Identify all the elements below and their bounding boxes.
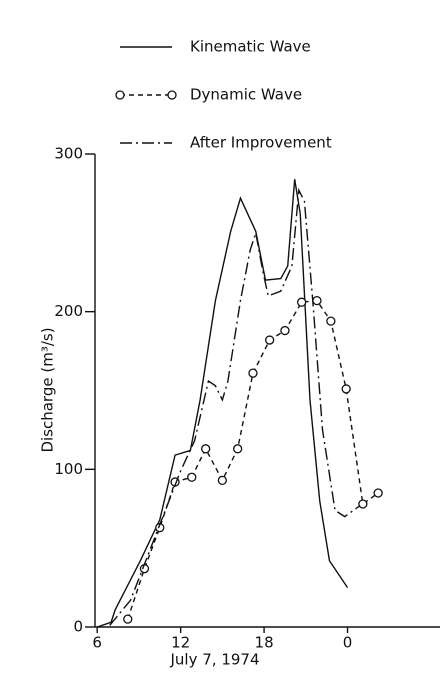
y-axis-label: Discharge (m³/s) [39,327,57,452]
point [123,614,133,624]
y-tick-label: 200 [54,302,83,320]
point [217,475,228,486]
legend-label: Kinematic Wave [190,38,311,56]
point [312,295,322,306]
point [358,499,368,509]
x-axis-label: July 7, 1974 [170,651,260,669]
point [265,335,275,345]
x-tick-label: 0 [343,634,353,652]
y-tick-label: 0 [73,618,83,636]
x-tick-label: 12 [171,634,190,652]
legend-label: Dynamic Wave [190,86,302,104]
x-tick-label: 6 [92,634,102,652]
point [373,488,383,498]
line [109,187,361,626]
y-tick-label: 300 [54,145,83,163]
point [201,444,211,454]
legend-label: After Improvement [190,134,332,152]
point [326,316,336,326]
point [187,472,197,482]
legend-marker [115,90,125,100]
point [296,297,307,307]
point [233,444,243,454]
point [341,384,351,394]
point [280,325,290,336]
point [248,368,258,378]
legend-marker [167,90,177,100]
line [96,179,349,628]
y-tick-label: 100 [54,460,83,478]
line [127,299,379,620]
x-tick-label: 18 [255,634,274,652]
